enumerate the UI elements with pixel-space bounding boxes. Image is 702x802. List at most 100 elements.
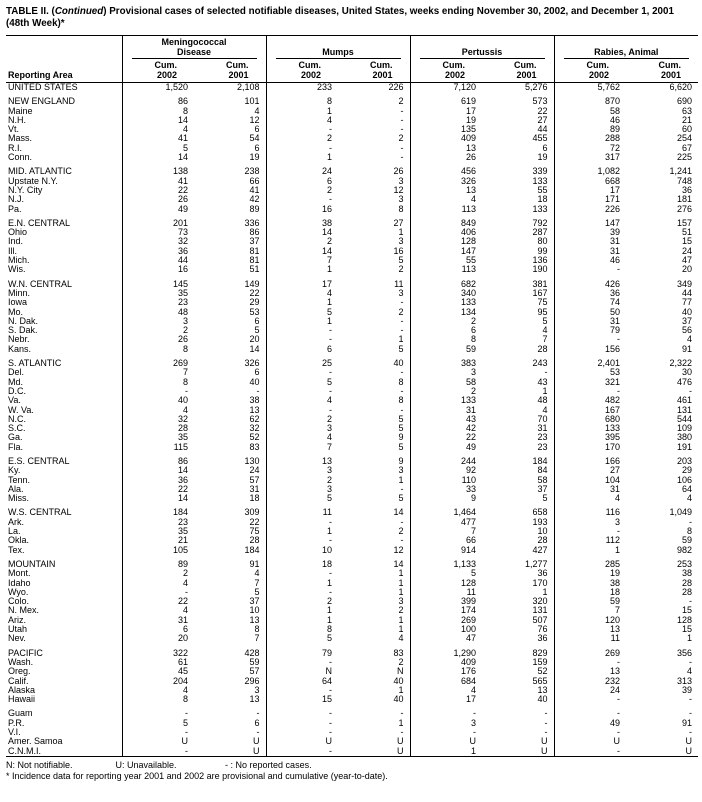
- table-row: Mo. 48 53 5 2 134 95 50 40: [6, 307, 698, 317]
- value-cell: -: [400, 125, 404, 135]
- value-cell: 680: [553, 414, 627, 425]
- spacer-row: [6, 503, 698, 509]
- value-cell: 36: [537, 634, 548, 644]
- table-row: W.S. CENTRAL 184 309 11 14 1,464 658 116 1,049: [6, 508, 698, 518]
- value-cell: 116: [553, 508, 627, 518]
- value-cell: 37: [537, 484, 548, 494]
- value-cell: 193: [532, 517, 548, 527]
- reporting-area-cell: Pa.: [8, 204, 22, 214]
- value-cell: 3: [121, 316, 194, 327]
- table-title: TABLE II. (Continued) Provisional cases …: [6, 6, 698, 30]
- value-cell: 1: [265, 606, 339, 616]
- value-cell: -: [689, 386, 693, 396]
- reporting-area-cell: N. Mex.: [8, 606, 40, 616]
- value-cell: 426: [553, 279, 627, 289]
- value-cell: N: [397, 667, 404, 677]
- value-cell: -: [400, 536, 404, 546]
- value-cell: [121, 162, 194, 168]
- reporting-area-cell: V.I.: [8, 728, 21, 737]
- value-cell: 77: [682, 298, 693, 308]
- value-cell: 4: [398, 634, 404, 644]
- value-cell: 135: [409, 125, 483, 135]
- value-cell: 3: [398, 176, 404, 186]
- value-cell: -: [265, 386, 339, 397]
- value-cell: -: [553, 657, 627, 668]
- value-cell: 131: [532, 606, 548, 616]
- value-cell: 2: [409, 386, 483, 397]
- value-cell: [409, 274, 483, 280]
- value-cell: 1: [398, 615, 404, 625]
- value-cell: 380: [676, 433, 693, 443]
- value-cell: 1: [265, 298, 339, 308]
- value-cell: 6: [265, 176, 339, 186]
- value-cell: [409, 554, 483, 560]
- value-cell: 5,276: [524, 82, 548, 92]
- value-cell: 48: [121, 307, 194, 317]
- value-cell: 5: [398, 344, 404, 354]
- value-cell: 1: [553, 545, 627, 555]
- value-cell: 22: [121, 185, 194, 196]
- value-cell: 14: [393, 559, 404, 569]
- column-group-label: Rabies, Animal: [563, 38, 690, 59]
- value-cell: 53: [553, 368, 627, 378]
- value-cell: 29: [682, 466, 693, 476]
- value-cell: [121, 503, 194, 509]
- value-cell: 166: [553, 456, 627, 467]
- table-row: N. Mex. 4 10 1 2 174 131 7 15: [6, 606, 698, 616]
- value-cell: 14: [265, 246, 339, 257]
- value-cell: 35: [121, 433, 194, 443]
- value-cell: [265, 92, 339, 98]
- value-cell: 79: [265, 648, 339, 658]
- value-cell: 23: [121, 517, 194, 528]
- value-cell: 4: [254, 569, 260, 579]
- table-row: C.N.M.I. - U - U 1 U - U: [6, 746, 698, 757]
- value-cell: 1: [398, 625, 404, 635]
- value-cell: 40: [249, 377, 260, 387]
- value-cell: 8: [409, 335, 483, 345]
- reporting-area-cell: N.C.: [8, 414, 26, 424]
- value-cell: -: [265, 368, 339, 378]
- value-cell: 10: [537, 527, 548, 537]
- value-cell: 20: [121, 634, 194, 644]
- value-cell: -: [265, 685, 339, 696]
- value-cell: 565: [532, 676, 548, 686]
- value-cell: [553, 213, 627, 219]
- value-cell: 1: [398, 587, 404, 597]
- value-cell: 113: [409, 204, 483, 214]
- value-cell: 40: [393, 695, 404, 705]
- table-row: Hawaii 8 13 15 40 17 40- -: [6, 695, 698, 705]
- value-cell: 83: [393, 648, 404, 658]
- value-cell: 19: [553, 569, 627, 579]
- legend-row: N: Not notifiable. U: Unavailable. - : N…: [6, 760, 698, 771]
- value-cell: 31: [553, 484, 627, 495]
- table-row: S. ATLANTIC 269 326 25 40 383 243 2,401 2,322: [6, 359, 698, 369]
- reporting-area-cell: Guam: [8, 709, 33, 719]
- value-cell: 8: [398, 396, 404, 406]
- table-row: Vt. 4 6- -135 44 89 60: [6, 125, 698, 135]
- value-cell: -: [265, 709, 339, 719]
- value-cell: 2: [398, 657, 404, 667]
- reporting-area-cell: Mont.: [8, 569, 31, 579]
- value-cell: 28: [537, 536, 548, 546]
- value-cell: 46: [553, 115, 627, 126]
- value-cell: 53: [249, 307, 260, 317]
- reporting-area-cell: Maine: [8, 106, 33, 116]
- value-cell: 4: [265, 433, 339, 443]
- reporting-area-cell: Mo.: [8, 307, 24, 317]
- value-cell: 4: [553, 494, 627, 504]
- value-cell: 109: [676, 424, 693, 434]
- value-cell: 19: [409, 115, 483, 126]
- reporting-area-cell: R.I.: [8, 143, 23, 153]
- value-cell: 573: [532, 97, 548, 107]
- value-cell: 26: [121, 195, 194, 205]
- value-cell: 482: [553, 396, 627, 406]
- table-row: Alaska 4 3-1 4 13 24 39: [6, 685, 698, 696]
- value-cell: 3: [398, 466, 404, 476]
- value-cell: 6,620: [669, 82, 693, 92]
- value-cell: 7: [542, 335, 548, 345]
- value-cell: 20: [249, 335, 260, 345]
- value-cell: -: [553, 695, 627, 705]
- value-cell: 684: [409, 676, 483, 686]
- value-cell: 317: [553, 153, 627, 163]
- value-cell: 8: [398, 377, 404, 387]
